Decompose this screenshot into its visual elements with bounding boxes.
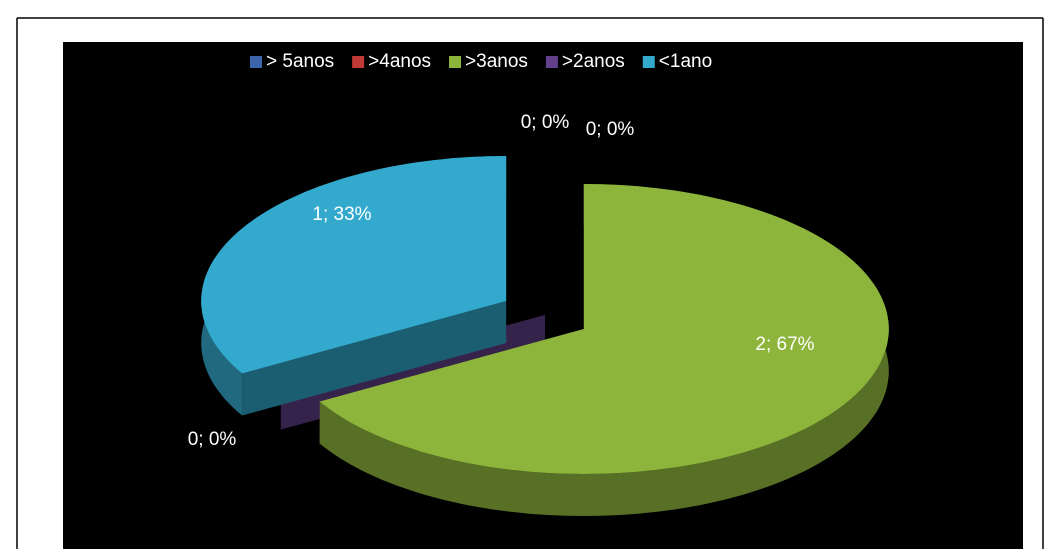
legend-label: <1ano	[659, 51, 712, 72]
data-label: 0; 0%	[188, 429, 237, 450]
legend-swatch	[250, 56, 262, 68]
pie-slice	[201, 156, 507, 374]
legend-label: > 5anos	[266, 51, 334, 72]
data-label: 1; 33%	[312, 204, 371, 225]
legend-swatch	[642, 56, 655, 68]
legend-label: >2anos	[562, 51, 625, 72]
legend-swatch	[352, 56, 365, 68]
data-label: 0; 0%	[521, 112, 570, 133]
legend-label: >4anos	[368, 51, 431, 72]
slice-side	[242, 301, 507, 416]
legend-swatch	[449, 56, 462, 68]
data-label: 2; 67%	[755, 334, 814, 355]
legend-label: >3anos	[465, 51, 528, 72]
pie-slice	[280, 315, 545, 388]
pie-slice	[319, 184, 889, 474]
legend-swatch	[545, 56, 558, 68]
data-label: 0; 0%	[586, 119, 635, 140]
